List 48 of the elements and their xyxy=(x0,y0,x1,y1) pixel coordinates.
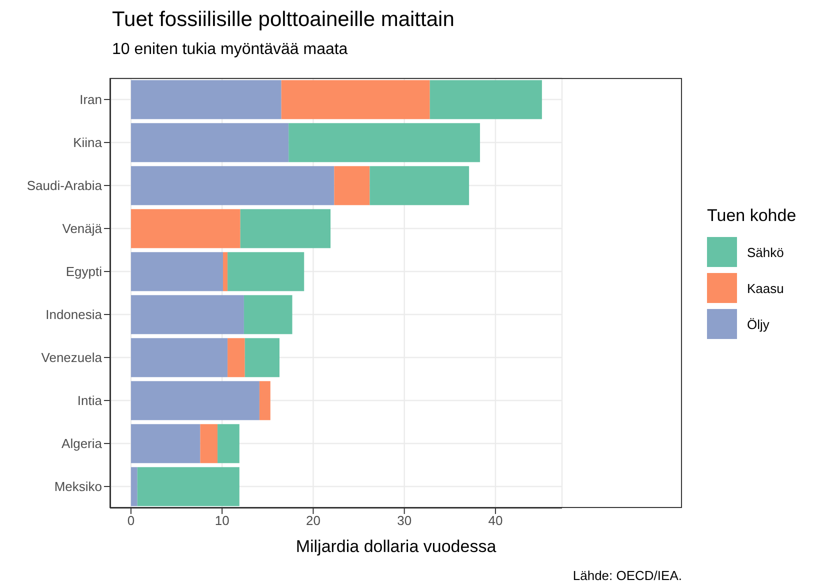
bar xyxy=(130,295,244,334)
y-tick-label: Iran xyxy=(80,92,102,108)
text: Lähde: OECD/IEA. xyxy=(572,568,682,583)
legend-title: Tuen kohde xyxy=(707,206,798,226)
chart-title: Tuet fossiilisille polttoaineille maittain xyxy=(112,8,454,32)
bar xyxy=(130,424,200,464)
y-tick-label: Intia xyxy=(77,393,103,408)
x-tick-label: 40 xyxy=(488,513,503,528)
bar xyxy=(130,166,334,206)
bar xyxy=(244,295,292,334)
bar xyxy=(228,252,304,292)
legend-label: Kaasu xyxy=(747,280,784,296)
bar xyxy=(334,166,370,206)
bar xyxy=(288,123,480,162)
bar xyxy=(370,166,470,206)
legend-label: Öljy xyxy=(747,316,770,332)
bar xyxy=(130,80,282,120)
x-tick-label: 30 xyxy=(397,513,412,528)
bar xyxy=(259,381,270,420)
y-tick-label: Indonesia xyxy=(46,307,103,322)
bar xyxy=(244,338,280,378)
x-tick-label: 20 xyxy=(306,513,320,528)
y-tick-label: Venezuela xyxy=(41,350,103,366)
chart-subtitle: 10 eniten tukia myöntävää maata xyxy=(112,41,348,59)
bar xyxy=(430,80,542,120)
bar xyxy=(281,80,430,120)
x-tick-label: 0 xyxy=(127,513,135,528)
bar xyxy=(130,467,138,506)
bar xyxy=(240,209,331,248)
y-tick-label: Kiina xyxy=(73,135,103,150)
bar xyxy=(130,252,223,292)
y-tick-label: Meksiko xyxy=(54,479,102,494)
bar xyxy=(130,381,260,420)
legend-label: Sähkö xyxy=(747,244,784,260)
y-tick-label: Algeria xyxy=(62,436,103,452)
bar xyxy=(218,424,240,464)
bar xyxy=(137,467,240,506)
bar xyxy=(130,209,240,248)
bar xyxy=(223,252,228,292)
bar xyxy=(200,424,218,464)
y-tick-label: Egypti xyxy=(66,264,102,280)
x-axis-title: Miljardia dollaria vuodessa xyxy=(294,537,498,557)
bar xyxy=(130,338,228,378)
y-tick-label: Venäjä xyxy=(62,221,103,236)
bar xyxy=(130,123,289,162)
bar xyxy=(228,338,245,378)
x-tick-label: 10 xyxy=(214,513,230,528)
y-tick-label: Saudi-Arabia xyxy=(26,178,103,194)
